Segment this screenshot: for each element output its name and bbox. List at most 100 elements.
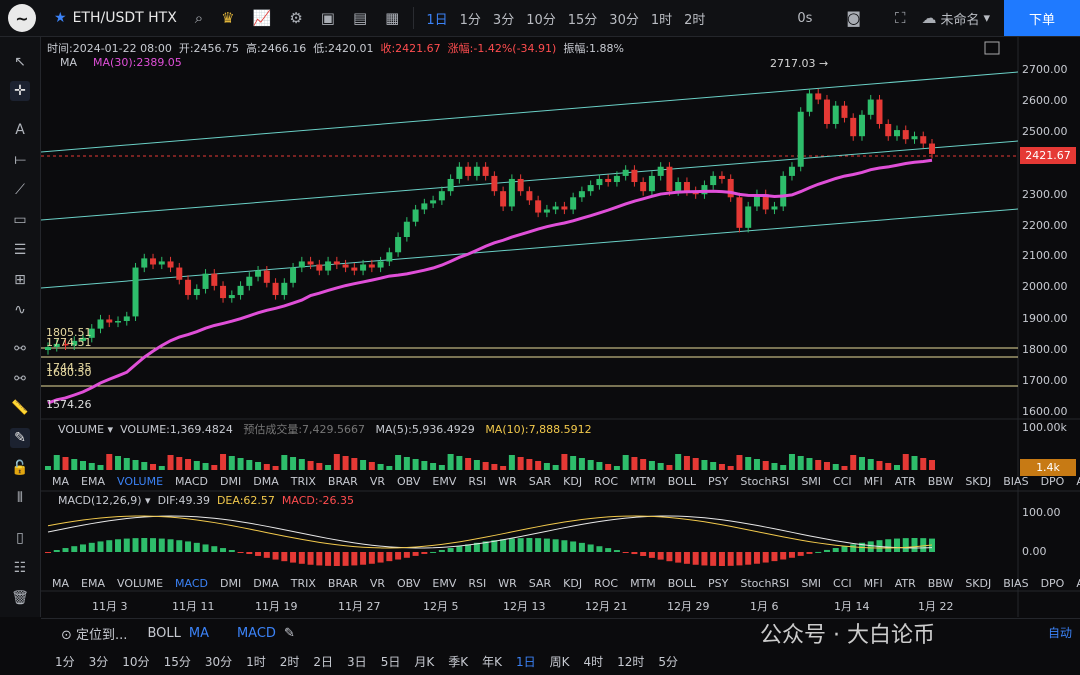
save-icon[interactable]: ▤ bbox=[352, 9, 368, 27]
cursor-icon[interactable]: ↖ bbox=[14, 54, 26, 70]
indicator-tab[interactable]: CCI bbox=[833, 577, 852, 590]
tf-1m[interactable]: 1分 bbox=[459, 12, 481, 28]
indicator-tab[interactable]: SAR bbox=[528, 475, 552, 488]
tf-30m[interactable]: 30分 bbox=[609, 12, 639, 28]
bottom-tf[interactable]: 2时 bbox=[279, 655, 300, 669]
indicator-tab[interactable]: SMI bbox=[801, 577, 822, 590]
indicator-tab[interactable]: EMA bbox=[81, 475, 105, 488]
tf-3m[interactable]: 3分 bbox=[492, 12, 515, 28]
layout-name[interactable]: 未命名 bbox=[940, 12, 980, 28]
indicator-tab[interactable]: MACD bbox=[175, 577, 209, 590]
indicator-tab[interactable]: VOLUME bbox=[116, 577, 164, 590]
indicator-tab[interactable]: WR bbox=[498, 577, 517, 590]
lock-icon[interactable]: 🔓 bbox=[11, 460, 29, 476]
indicator-tab[interactable]: BOLL bbox=[667, 475, 697, 488]
indicator-tab[interactable]: EMV bbox=[432, 577, 457, 590]
indicator-tab[interactable]: MACD bbox=[175, 475, 209, 488]
indicator-tab[interactable]: EMV bbox=[432, 475, 457, 488]
indicator-tab[interactable]: RSI bbox=[468, 475, 487, 488]
indicator-tab[interactable]: TRIX bbox=[290, 577, 316, 590]
trend-line-icon[interactable]: ⟋ bbox=[15, 182, 25, 198]
indicator-tab[interactable]: OBV bbox=[397, 577, 421, 590]
camera-icon[interactable]: ◙ bbox=[846, 9, 861, 27]
bottom-tf[interactable]: 1时 bbox=[246, 655, 266, 669]
channel-middle-line[interactable] bbox=[41, 140, 1019, 221]
indicator-tab[interactable]: SKDJ bbox=[965, 475, 992, 488]
indicator-tab[interactable]: PSY bbox=[708, 577, 729, 590]
tf-15m[interactable]: 15分 bbox=[567, 12, 598, 28]
indicator-tab[interactable]: AO bbox=[1076, 475, 1080, 488]
indicator-tab[interactable]: DMI bbox=[220, 577, 242, 590]
grid-icon[interactable]: ⊞ bbox=[14, 272, 26, 288]
fullscreen-icon[interactable]: ⛶ bbox=[894, 9, 906, 27]
indicator-tab[interactable]: BIAS bbox=[1003, 475, 1029, 488]
rectangle-icon[interactable]: ▭ bbox=[13, 212, 27, 228]
indicator-tab[interactable]: AO bbox=[1076, 577, 1080, 590]
gear-icon[interactable]: ⚙ bbox=[289, 9, 303, 27]
indicator-tab[interactable]: KDJ bbox=[563, 475, 583, 488]
indicator-tab[interactable]: ROC bbox=[594, 577, 619, 590]
indicator-tab[interactable]: BBW bbox=[927, 577, 954, 590]
indicator-tab[interactable]: BIAS bbox=[1003, 577, 1029, 590]
indicator-tab[interactable]: VOLUME bbox=[116, 475, 164, 488]
bottom-tf[interactable]: 5日 bbox=[380, 655, 401, 669]
auto-scale-button[interactable]: 自动 bbox=[1048, 626, 1073, 640]
bottom-tf[interactable]: 4时 bbox=[583, 655, 604, 669]
indicator-tab[interactable]: KDJ bbox=[563, 577, 583, 590]
template-icon[interactable]: ▣ bbox=[320, 9, 335, 27]
indicator-tab[interactable]: DPO bbox=[1040, 475, 1065, 488]
indicator-tab[interactable]: VR bbox=[369, 577, 385, 590]
bottom-tf[interactable]: 10分 bbox=[122, 655, 150, 669]
text-icon[interactable]: A bbox=[15, 122, 25, 138]
bottom-tf[interactable]: 15分 bbox=[163, 655, 191, 669]
indicator-tab[interactable]: BRAR bbox=[327, 475, 358, 488]
bottom-tf[interactable]: 月K bbox=[414, 655, 435, 669]
bottom-tf[interactable]: 周K bbox=[549, 655, 570, 669]
bottom-tf[interactable]: 30分 bbox=[204, 655, 233, 669]
indicator-tab[interactable]: StochRSI bbox=[740, 577, 790, 590]
ma-legend[interactable]: MA MA(30):2389.05 bbox=[60, 56, 182, 69]
bottom-tf[interactable]: 1分 bbox=[55, 655, 75, 669]
tf-1h[interactable]: 1时 bbox=[650, 12, 673, 28]
indicator-tab[interactable]: VR bbox=[369, 475, 385, 488]
indicator-tab[interactable]: DMA bbox=[253, 475, 279, 488]
visibility-icon[interactable]: ⦀ bbox=[16, 490, 24, 506]
bottom-tf[interactable]: 年K bbox=[482, 655, 502, 669]
bottom-tf[interactable]: 3日 bbox=[347, 655, 367, 669]
horizontal-line-icon[interactable]: ⟝ bbox=[14, 152, 26, 168]
indicator-tab[interactable]: BOLL bbox=[667, 577, 697, 590]
boll-toggle[interactable]: BOLL bbox=[147, 625, 181, 641]
symbol-selector[interactable]: ★ ETH/USDT HTX bbox=[54, 10, 177, 26]
indicator-tab[interactable]: StochRSI bbox=[740, 475, 790, 488]
macd-label[interactable]: MACD(12,26,9) bbox=[58, 494, 142, 507]
indicator-tab[interactable]: RSI bbox=[468, 577, 487, 590]
cloud-icon[interactable]: ☁ bbox=[921, 9, 937, 27]
indicator-tab[interactable]: EMA bbox=[81, 577, 105, 590]
bottom-tf[interactable]: 季K bbox=[448, 655, 469, 669]
order-button[interactable]: 下单 bbox=[1004, 0, 1080, 36]
indicator-tab[interactable]: PSY bbox=[708, 475, 729, 488]
locate-button[interactable]: ⊙ 定位到... bbox=[61, 627, 128, 643]
indicator-icon[interactable]: 📈 bbox=[252, 9, 272, 27]
indicator-tab[interactable]: WR bbox=[498, 475, 517, 488]
indicator-tab[interactable]: MFI bbox=[863, 475, 883, 488]
indicator-tab[interactable]: ROC bbox=[594, 475, 619, 488]
bookmark-icon[interactable]: ▯ bbox=[16, 530, 24, 546]
ma-toggle[interactable]: MA bbox=[188, 625, 209, 641]
search-icon[interactable]: ⌕ bbox=[194, 9, 204, 27]
pattern-icon[interactable]: ∿ bbox=[14, 302, 26, 318]
bottom-tf[interactable]: 12时 bbox=[617, 655, 645, 669]
indicator-tab[interactable]: DMA bbox=[253, 577, 279, 590]
macd-toggle[interactable]: MACD bbox=[236, 625, 276, 641]
indicator-tab[interactable]: TRIX bbox=[290, 475, 316, 488]
chevron-down-icon[interactable]: ▾ bbox=[983, 10, 990, 26]
bottom-tf[interactable]: 5分 bbox=[658, 655, 679, 669]
indicator-tab[interactable]: SAR bbox=[528, 577, 552, 590]
indicator-tab[interactable]: ATR bbox=[894, 577, 916, 590]
expand-icon[interactable] bbox=[984, 41, 1000, 55]
indicator-tab[interactable]: SMI bbox=[801, 475, 822, 488]
indicator-tab[interactable]: BBW bbox=[927, 475, 954, 488]
tf-10m[interactable]: 10分 bbox=[526, 12, 556, 28]
indicator-tab[interactable]: ATR bbox=[894, 475, 916, 488]
favorite-star-icon[interactable]: ★ bbox=[54, 10, 67, 26]
